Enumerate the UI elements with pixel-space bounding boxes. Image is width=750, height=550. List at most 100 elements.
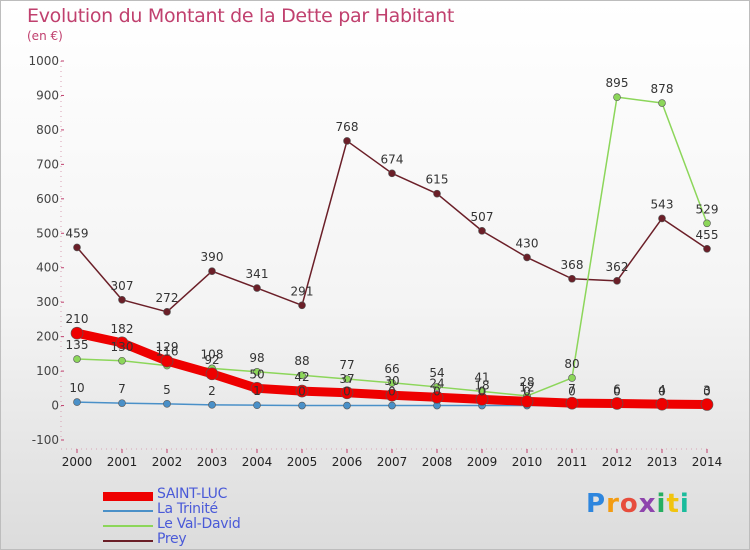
data-point-le-val-david: [73, 355, 81, 363]
x-tick-label: 2003: [197, 455, 228, 469]
data-point-prey: [433, 189, 441, 198]
data-point-la-trinit-: [388, 401, 396, 410]
x-tick-label: 2006: [332, 455, 363, 469]
x-tick-label: 2002: [152, 455, 183, 469]
data-point-le-val-david: [613, 93, 621, 101]
data-label-prey: 507: [471, 210, 494, 224]
data-label-prey: 341: [246, 267, 269, 281]
data-point-prey: [73, 243, 81, 252]
data-label-prey: 674: [381, 152, 404, 166]
data-label-saint-luc: 92: [204, 353, 219, 367]
data-label-la-trinit-: 2: [208, 384, 216, 398]
data-label-prey: 615: [426, 173, 449, 187]
data-label-prey: 768: [336, 120, 359, 134]
y-tick-label: -100: [32, 433, 59, 447]
data-label-la-trinit-: 0: [523, 385, 531, 399]
logo-letter: r: [606, 489, 620, 519]
data-label-la-trinit-: 0: [433, 385, 441, 399]
data-label-le-val-david: 130: [111, 340, 134, 354]
data-label-le-val-david: 28: [519, 375, 534, 389]
data-label-la-trinit-: 0: [703, 385, 711, 399]
data-label-prey: 430: [516, 236, 539, 250]
data-point-le-val-david: [298, 371, 306, 380]
y-tick-label: 100: [36, 364, 59, 378]
data-point-le-val-david: [253, 367, 261, 376]
data-label-prey: 459: [66, 226, 89, 240]
data-point-la-trinit-: [343, 401, 351, 410]
x-tick-label: 2004: [242, 455, 273, 469]
data-point-saint-luc: [475, 393, 489, 406]
data-point-saint-luc: [250, 382, 264, 395]
data-point-prey: [523, 253, 531, 262]
data-point-la-trinit-: [208, 401, 216, 409]
data-point-le-val-david: [388, 379, 396, 387]
data-label-le-val-david: 41: [474, 370, 489, 384]
legend-label: La Trinité: [157, 501, 218, 517]
data-label-le-val-david: 108: [201, 347, 224, 361]
data-label-le-val-david: 88: [294, 354, 309, 368]
data-point-saint-luc: [115, 336, 129, 350]
data-point-saint-luc: [610, 397, 624, 410]
x-tick-label: 2011: [557, 455, 588, 469]
data-label-saint-luc: 24: [429, 376, 444, 390]
data-label-prey: 362: [606, 260, 629, 274]
x-tick-label: 2005: [287, 455, 318, 469]
data-point-prey: [343, 137, 351, 145]
y-tick-label: 200: [36, 330, 59, 344]
data-label-le-val-david: 54: [429, 366, 444, 380]
data-label-saint-luc: 7: [568, 382, 576, 396]
data-label-la-trinit-: 0: [388, 385, 396, 399]
data-point-le-val-david: [118, 356, 126, 365]
data-label-la-trinit-: 0: [568, 385, 576, 399]
data-label-le-val-david: 77: [339, 358, 354, 372]
y-tick-label: 700: [36, 157, 59, 171]
data-label-prey: 543: [651, 197, 674, 211]
x-tick-label: 2008: [422, 455, 453, 469]
data-label-prey: 368: [561, 258, 584, 272]
data-point-prey: [298, 301, 306, 310]
data-label-saint-luc: 210: [66, 312, 89, 326]
logo-letter: i: [656, 489, 667, 519]
logo-letter: o: [619, 489, 639, 519]
data-point-le-val-david: [343, 375, 351, 383]
y-tick-label: 500: [36, 226, 59, 240]
data-point-prey: [568, 274, 576, 283]
data-point-saint-luc: [70, 326, 84, 340]
data-point-prey: [658, 214, 666, 223]
data-point-la-trinit-: [118, 399, 126, 407]
data-point-le-val-david: [433, 383, 441, 391]
logo-letter: P: [586, 489, 607, 519]
data-label-saint-luc: 50: [249, 367, 264, 381]
data-label-la-trinit-: 5: [163, 383, 171, 397]
data-point-prey: [613, 277, 621, 285]
data-label-saint-luc: 3: [703, 384, 711, 398]
data-label-saint-luc: 129: [156, 340, 179, 354]
legend-label: Le Val-David: [157, 516, 241, 532]
data-point-prey: [208, 267, 216, 275]
data-point-prey: [478, 227, 486, 235]
data-point-saint-luc: [385, 388, 399, 402]
x-tick-label: 2009: [467, 455, 498, 469]
chart-subtitle: (en €): [27, 29, 63, 43]
data-point-saint-luc: [520, 395, 534, 408]
data-point-prey: [163, 308, 171, 316]
logo-letter: x: [638, 489, 657, 519]
y-tick-label: 300: [36, 295, 59, 309]
data-point-le-val-david: [703, 219, 711, 228]
x-tick-label: 2001: [107, 455, 138, 469]
data-label-saint-luc: 182: [111, 322, 134, 336]
data-point-prey: [703, 244, 711, 253]
data-point-saint-luc: [205, 367, 219, 381]
data-label-la-trinit-: 0: [343, 385, 351, 399]
logo-letter: t: [666, 489, 680, 519]
legend-swatch: [103, 491, 153, 501]
data-point-la-trinit-: [73, 398, 81, 406]
data-label-la-trinit-: 0: [613, 385, 621, 399]
data-point-saint-luc: [340, 386, 354, 400]
data-label-le-val-david: 878: [651, 82, 674, 96]
data-label-le-val-david: 135: [66, 338, 89, 352]
data-label-prey: 390: [201, 250, 224, 264]
data-point-saint-luc: [295, 384, 309, 398]
